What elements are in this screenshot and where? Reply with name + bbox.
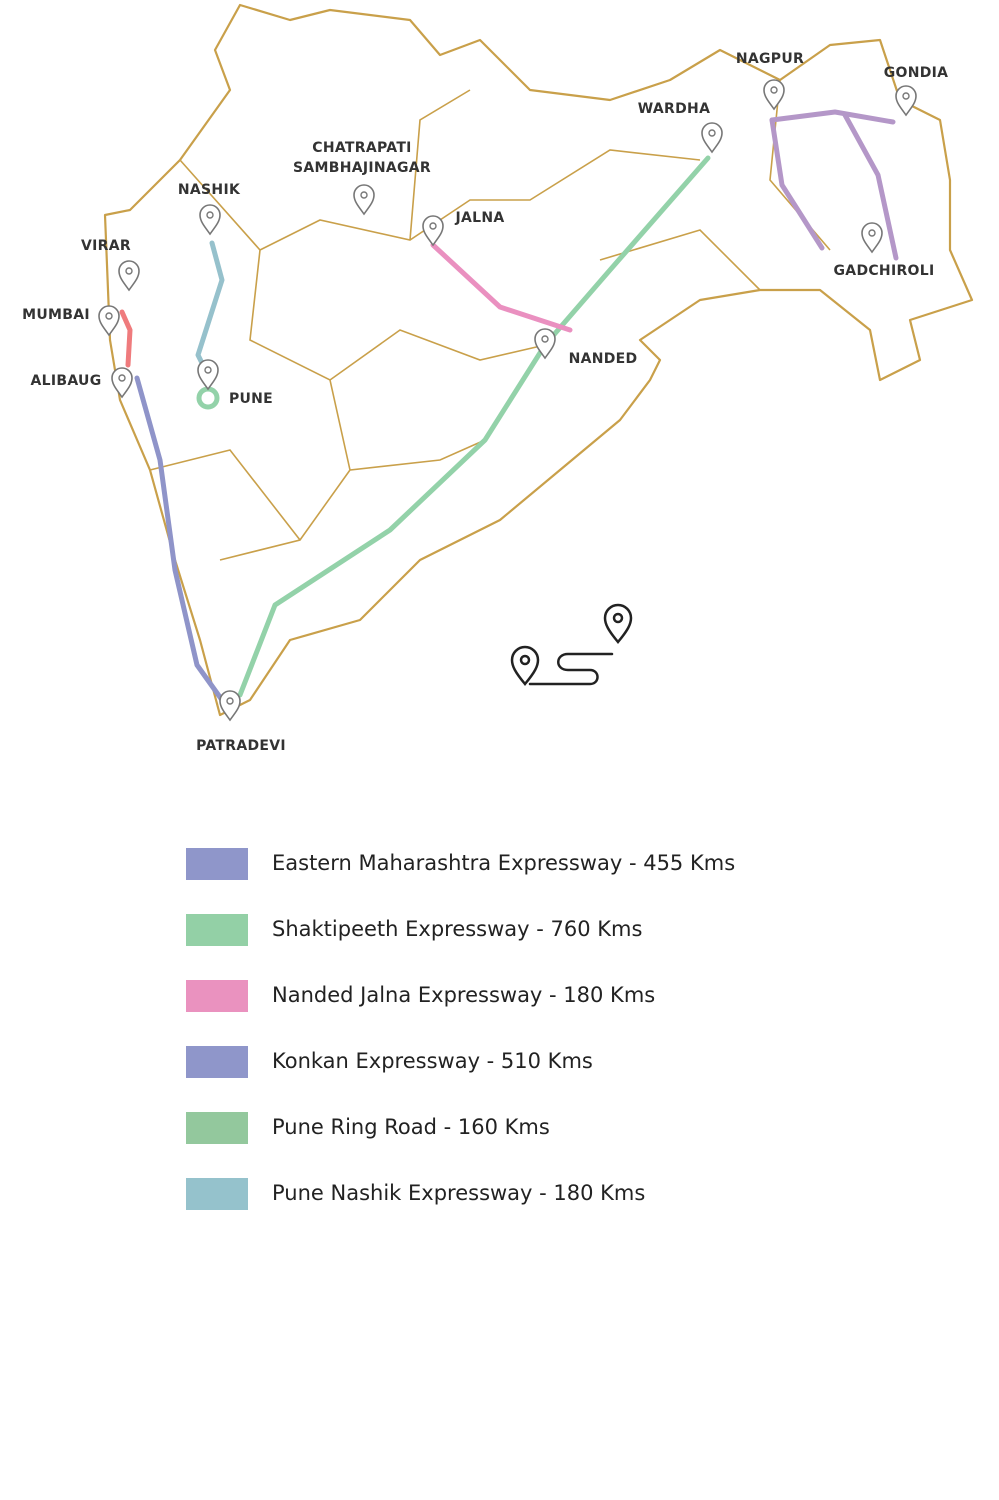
legend-label: Konkan Expressway - 510 Kms	[272, 1049, 593, 1073]
legend-label: Shaktipeeth Expressway - 760 Kms	[272, 917, 642, 941]
legend-label: Pune Ring Road - 160 Kms	[272, 1115, 550, 1139]
city-label: CHATRAPATI	[312, 140, 411, 156]
district-lines	[149, 79, 831, 561]
legend-swatch	[186, 1046, 248, 1078]
legend-label: Pune Nashik Expressway - 180 Kms	[272, 1181, 645, 1205]
city-label: NAGPUR	[736, 51, 804, 67]
legend-label: Eastern Maharashtra Expressway - 455 Kms	[272, 851, 735, 875]
legend-swatch	[186, 914, 248, 946]
legend: Eastern Maharashtra Expressway - 455 Kms…	[186, 848, 735, 1210]
city-labels: NAGPUR GONDIA WARDHA CHATRAPATI SAMBHAJI…	[22, 51, 948, 754]
city-label: VIRAR	[81, 238, 131, 254]
city-label: JALNA	[454, 210, 504, 226]
route	[769, 109, 896, 125]
city-label: NASHIK	[178, 182, 241, 198]
city-label: WARDHA	[638, 101, 710, 117]
legend-swatch	[186, 980, 248, 1012]
route	[196, 386, 220, 410]
route	[430, 242, 573, 333]
city-label: PUNE	[229, 391, 273, 407]
city-label: GADCHIROLI	[834, 263, 935, 279]
route	[842, 112, 899, 261]
city-label: SAMBHAJINAGAR	[293, 160, 431, 176]
legend-label: Nanded Jalna Expressway - 180 Kms	[272, 983, 655, 1007]
route	[195, 240, 225, 378]
city-label: MUMBAI	[22, 307, 90, 323]
routes	[119, 109, 899, 703]
city-label: ALIBAUG	[31, 373, 102, 389]
city-label: NANDED	[569, 351, 638, 367]
legend-swatch	[186, 1178, 248, 1210]
city-label: GONDIA	[884, 65, 949, 81]
route	[769, 117, 825, 251]
route-icon	[510, 603, 633, 686]
route	[119, 309, 133, 368]
legend-swatch	[186, 848, 248, 880]
route	[237, 155, 711, 698]
legend-swatch	[186, 1112, 248, 1144]
city-label: PATRADEVI	[196, 738, 286, 754]
route	[134, 375, 225, 703]
